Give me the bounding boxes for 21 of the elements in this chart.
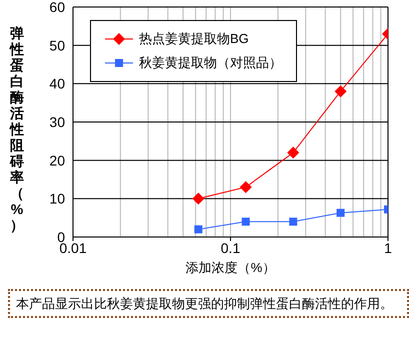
point xyxy=(194,225,202,234)
legend-label: 热点姜黄提取物BG xyxy=(139,30,249,48)
y-tick-label: 40 xyxy=(49,76,66,92)
y-tick-label: 20 xyxy=(49,152,66,168)
text: 弹性蛋白酶活性阻碍率（%） xyxy=(10,25,24,233)
x-axis-title: 添加浓度（%） xyxy=(184,259,276,277)
point xyxy=(287,146,300,159)
point xyxy=(334,85,347,98)
point xyxy=(336,208,345,217)
legend-label: 秋姜黄提取物（对照品） xyxy=(139,54,282,72)
x-tick-label: 0.1 xyxy=(220,240,240,256)
point xyxy=(242,218,250,226)
text: 本产品显示出比秋姜黄提取物更强的抑制弹性蛋白酶活性的作用。 xyxy=(8,289,409,318)
y-tick-label: 10 xyxy=(49,190,66,207)
x-tick-label: 1 xyxy=(384,240,392,256)
point xyxy=(192,192,204,205)
y-tick-label: 60 xyxy=(49,0,66,15)
y-tick-label: 50 xyxy=(49,37,66,54)
point xyxy=(289,218,298,226)
point xyxy=(240,181,252,194)
y-tick-label: 30 xyxy=(49,114,66,130)
